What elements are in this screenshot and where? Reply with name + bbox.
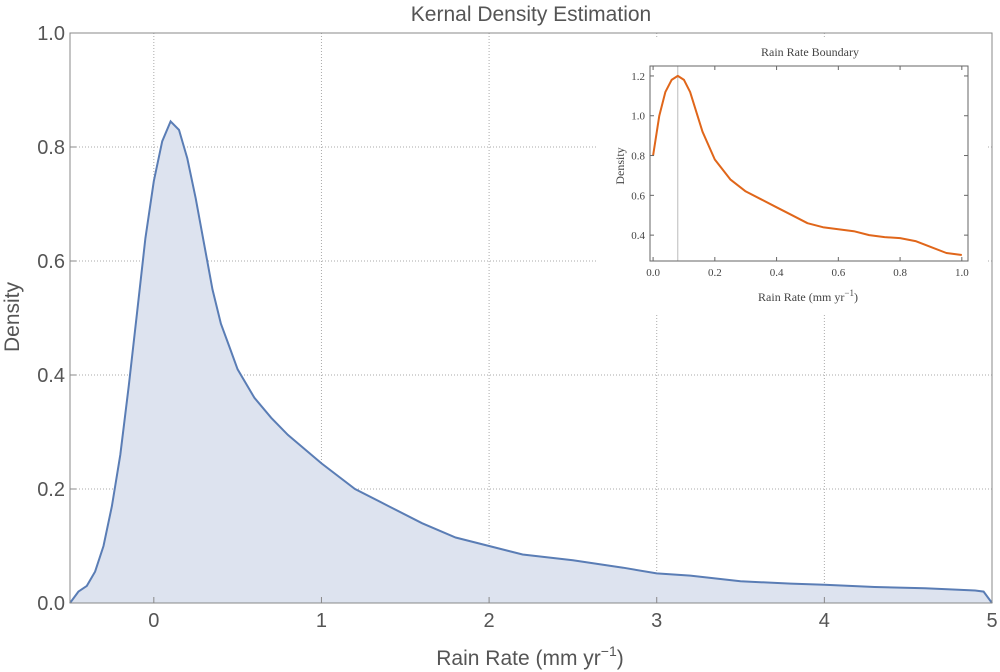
main-y-tick-label: 0.6 <box>37 251 65 273</box>
inset-x-axis-label-text: Rain Rate (mm yr <box>758 290 844 304</box>
main-x-axis-label-suffix: ) <box>617 647 624 670</box>
inset-x-tick-label: 0.8 <box>893 267 907 279</box>
inset-x-axis-label-suffix: ) <box>854 290 858 304</box>
inset-y-tick-label: 0.8 <box>631 151 645 163</box>
inset-plot-frame <box>649 65 969 262</box>
main-y-tick-label: 1.0 <box>37 23 65 45</box>
main-x-tick-label: 1 <box>316 610 327 632</box>
main-y-ticks: 0.0 0.2 0.4 0.6 0.8 1.0 <box>37 23 76 615</box>
inset-y-ticks: 0.4 0.6 0.8 1.0 1.2 <box>631 71 968 242</box>
main-x-axis-label-exponent: −1 <box>601 643 617 659</box>
main-chart-title: Kernal Density Estimation <box>411 3 651 26</box>
main-x-ticks: 0 1 2 3 4 5 <box>148 597 998 632</box>
inset-x-axis-label: Rain Rate (mm yr−1) <box>758 288 858 304</box>
main-x-axis-label: Rain Rate (mm yr−1) <box>436 643 624 670</box>
inset-x-tick-label: 1.0 <box>955 267 969 279</box>
inset-x-tick-label: 0.0 <box>646 267 660 279</box>
inset-x-tick-label: 0.2 <box>708 267 722 279</box>
main-x-tick-label: 3 <box>651 610 662 632</box>
inset-x-axis-label-exponent: −1 <box>844 288 854 298</box>
main-x-tick-label: 0 <box>148 610 159 632</box>
main-plot-frame <box>69 32 993 604</box>
inset-x-ticks: 0.0 0.2 0.4 0.6 0.8 1.0 <box>646 66 969 279</box>
main-x-axis-label-text: Rain Rate (mm yr <box>436 647 601 670</box>
inset-boundary-curve <box>652 74 962 256</box>
inset-y-axis-label: Density <box>613 147 627 184</box>
main-y-tick-label: 0.2 <box>37 479 65 501</box>
main-x-tick-label: 5 <box>986 610 997 632</box>
main-x-tick-label: 2 <box>484 610 495 632</box>
inset-x-tick-label: 0.4 <box>770 267 784 279</box>
main-y-tick-label: 0.4 <box>37 365 65 387</box>
main-y-tick-label: 0.8 <box>37 137 65 159</box>
inset-x-tick-label: 0.6 <box>831 267 845 279</box>
inset-chart: Rain Rate Boundary 0.0 0.2 0.4 0.6 0.8 1.0 0.… <box>598 38 988 313</box>
main-y-axis-label: Density <box>1 281 24 352</box>
inset-background <box>598 38 988 313</box>
main-x-tick-label: 4 <box>819 610 830 632</box>
inset-y-tick-label: 1.2 <box>631 71 645 83</box>
inset-y-tick-label: 0.6 <box>631 190 645 202</box>
inset-y-tick-label: 1.0 <box>631 111 645 123</box>
density-area <box>70 121 992 604</box>
density-curve <box>69 119 993 604</box>
main-y-tick-label: 0.0 <box>37 593 65 615</box>
inset-y-tick-label: 0.4 <box>631 230 645 242</box>
inset-chart-title: Rain Rate Boundary <box>761 45 859 59</box>
